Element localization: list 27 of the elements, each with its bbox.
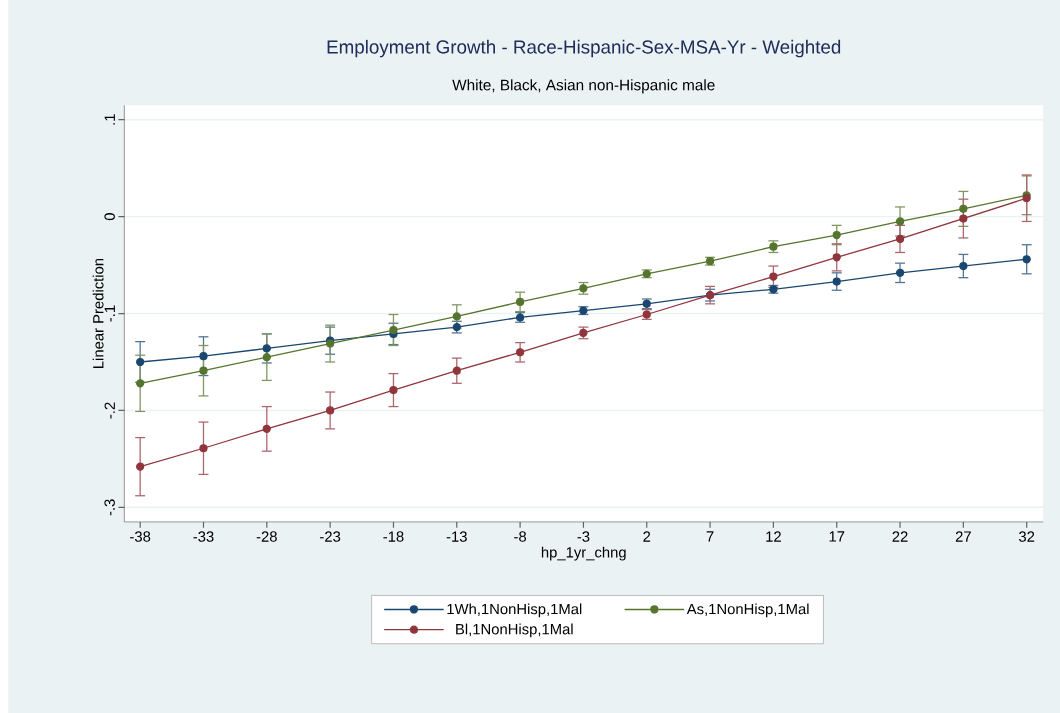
x-tick-label: 7	[706, 531, 714, 542]
chart-subtitle: White, Black, Asian non-Hispanic male	[452, 78, 715, 94]
x-tick-label: -8	[514, 531, 527, 542]
legend-label: 1Wh,1NonHisp,1Mal	[447, 603, 582, 617]
x-tick-label: 2	[643, 531, 651, 542]
y-tick-label: -.2	[104, 402, 115, 419]
x-tick-label: 12	[766, 531, 781, 542]
legend-label: As,1NonHisp,1Mal	[686, 603, 809, 617]
x-tick-label: -33	[193, 531, 214, 542]
legend-label: Bl,1NonHisp,1Mal	[456, 623, 573, 638]
y-tick-label: .1	[104, 114, 115, 125]
y-tick-label: -.1	[104, 305, 115, 322]
x-tick-label: 32	[1019, 531, 1035, 542]
y-tick-label: 0	[104, 212, 115, 220]
y-axis-title: Linear Prediction	[92, 258, 104, 368]
x-tick-label: -28	[256, 531, 277, 542]
x-tick-label: -3	[577, 531, 590, 542]
y-tick-label: -.3	[104, 499, 115, 516]
x-tick-label: 27	[955, 531, 971, 542]
x-tick-label: -18	[383, 531, 404, 542]
x-tick-label: -23	[320, 531, 341, 542]
x-axis-title: hp_1yr_chng	[541, 546, 626, 561]
x-tick-label: -38	[130, 531, 151, 542]
chart-title: Employment Growth - Race-Hispanic-Sex-MSA-Yr - Weighted	[327, 39, 841, 58]
x-tick-label: 17	[829, 531, 845, 542]
x-tick-label: -13	[446, 531, 467, 542]
x-tick-label: 22	[892, 531, 908, 542]
